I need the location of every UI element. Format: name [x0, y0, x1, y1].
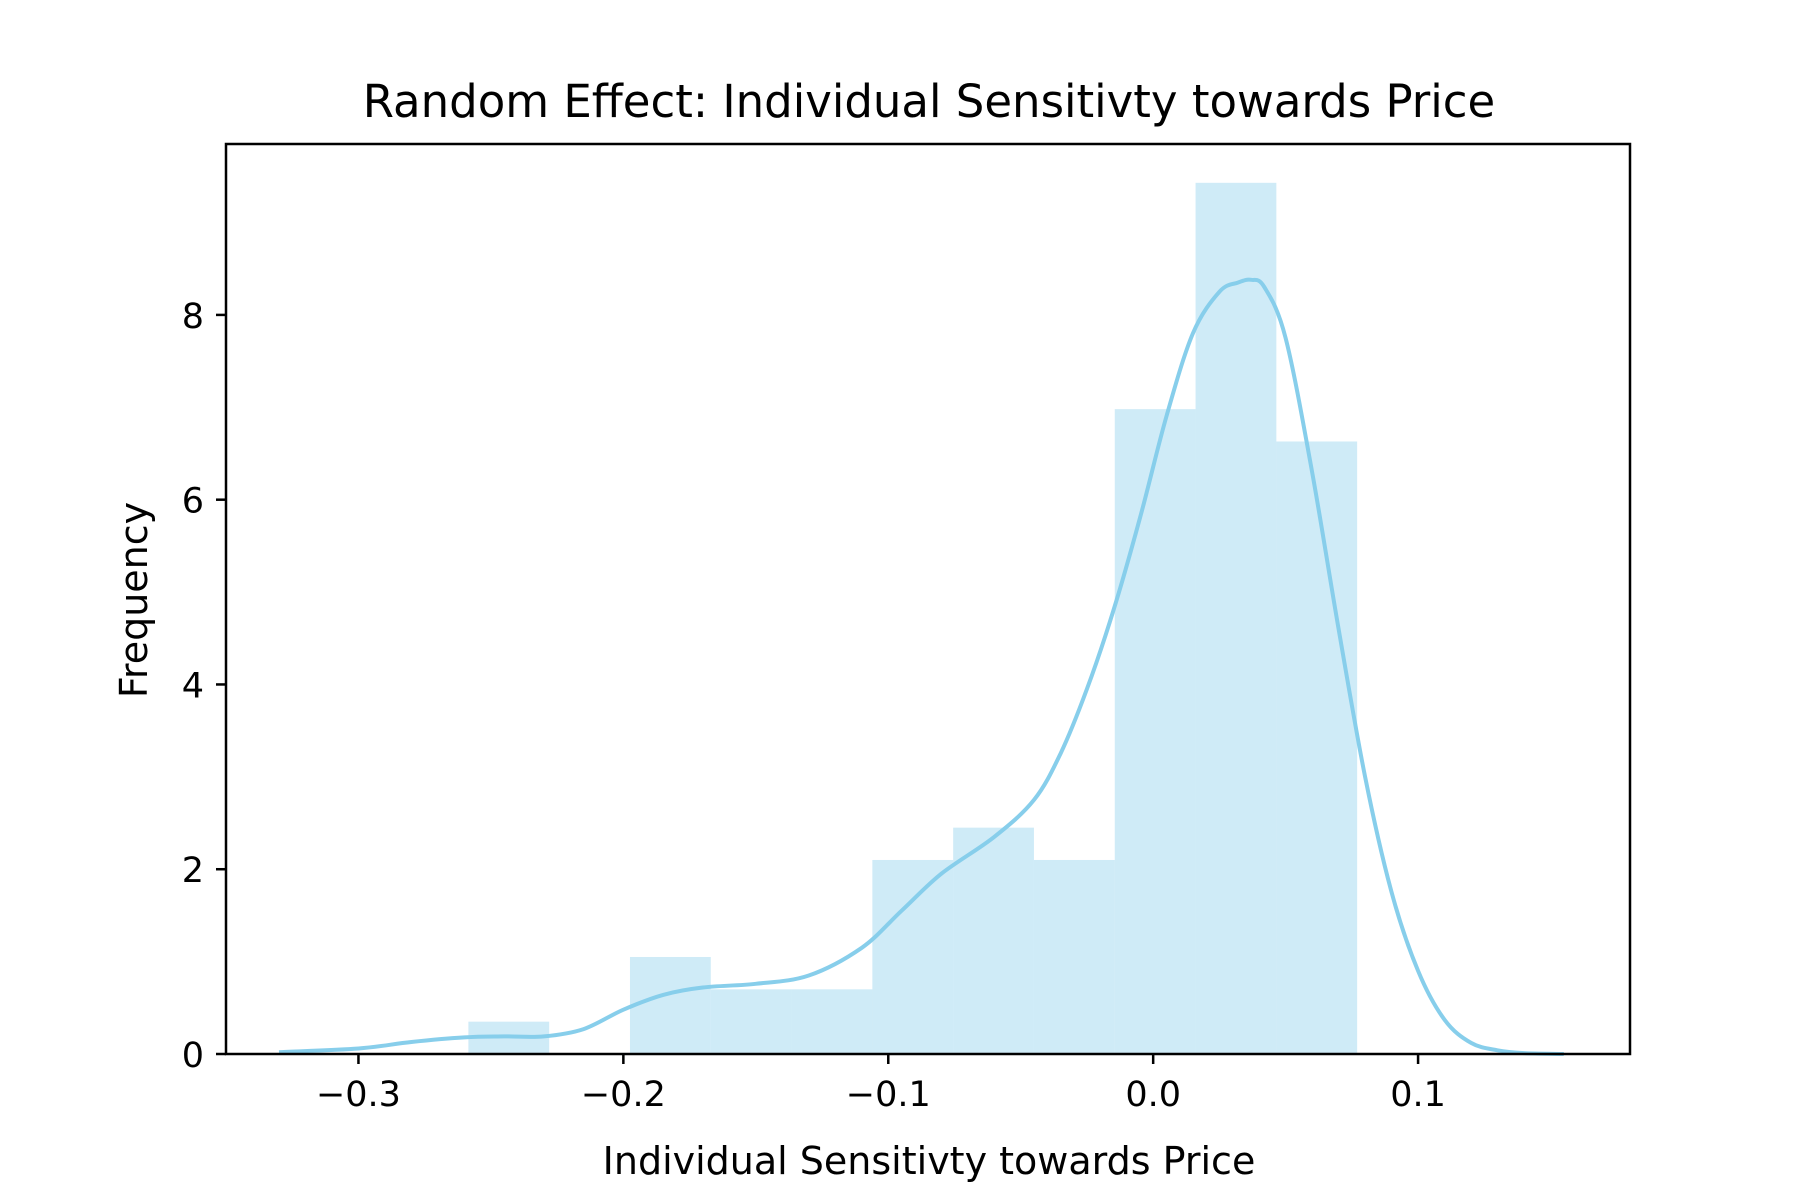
histogram-bar-8	[1114, 409, 1196, 1054]
x-tick-label-0: −0.3	[316, 1075, 401, 1115]
x-tick-label-2: −0.1	[846, 1075, 931, 1115]
y-tick-label-2: 4	[182, 666, 204, 706]
y-tick-label-3: 6	[182, 482, 204, 522]
y-axis-label: Frequency	[112, 502, 156, 698]
plot-frame	[224, 142, 1632, 1056]
x-tick-label-1: −0.2	[581, 1075, 666, 1115]
histogram-bar-10	[1276, 441, 1358, 1054]
y-axis-ticks: 0 2 4 6 8	[182, 297, 226, 1076]
y-tick-label-1: 2	[182, 851, 204, 891]
kde-density-line	[278, 277, 1564, 1056]
x-tick-label-4: 0.1	[1390, 1075, 1446, 1115]
kde-layer	[278, 277, 1564, 1056]
y-tick-label-4: 8	[182, 297, 204, 337]
histogram-bar-3	[710, 989, 792, 1054]
chart-title: Random Effect: Individual Sensitivty tow…	[363, 75, 1495, 128]
histogram-bar-2	[629, 956, 711, 1054]
x-axis-label: Individual Sensitivty towards Price	[603, 1139, 1256, 1183]
histogram-bar-9	[1195, 182, 1277, 1055]
y-tick-label-0: 0	[182, 1036, 204, 1076]
histogram-bar-6	[953, 827, 1034, 1054]
histogram-bar-5	[872, 859, 954, 1054]
histogram-bars	[468, 182, 1358, 1055]
x-axis-ticks: −0.3 −0.2 −0.1 0.0 0.1	[316, 1054, 1446, 1115]
x-tick-label-3: 0.0	[1125, 1075, 1181, 1115]
histogram-bar-7	[1033, 859, 1115, 1054]
histogram-bar-4	[791, 989, 873, 1054]
